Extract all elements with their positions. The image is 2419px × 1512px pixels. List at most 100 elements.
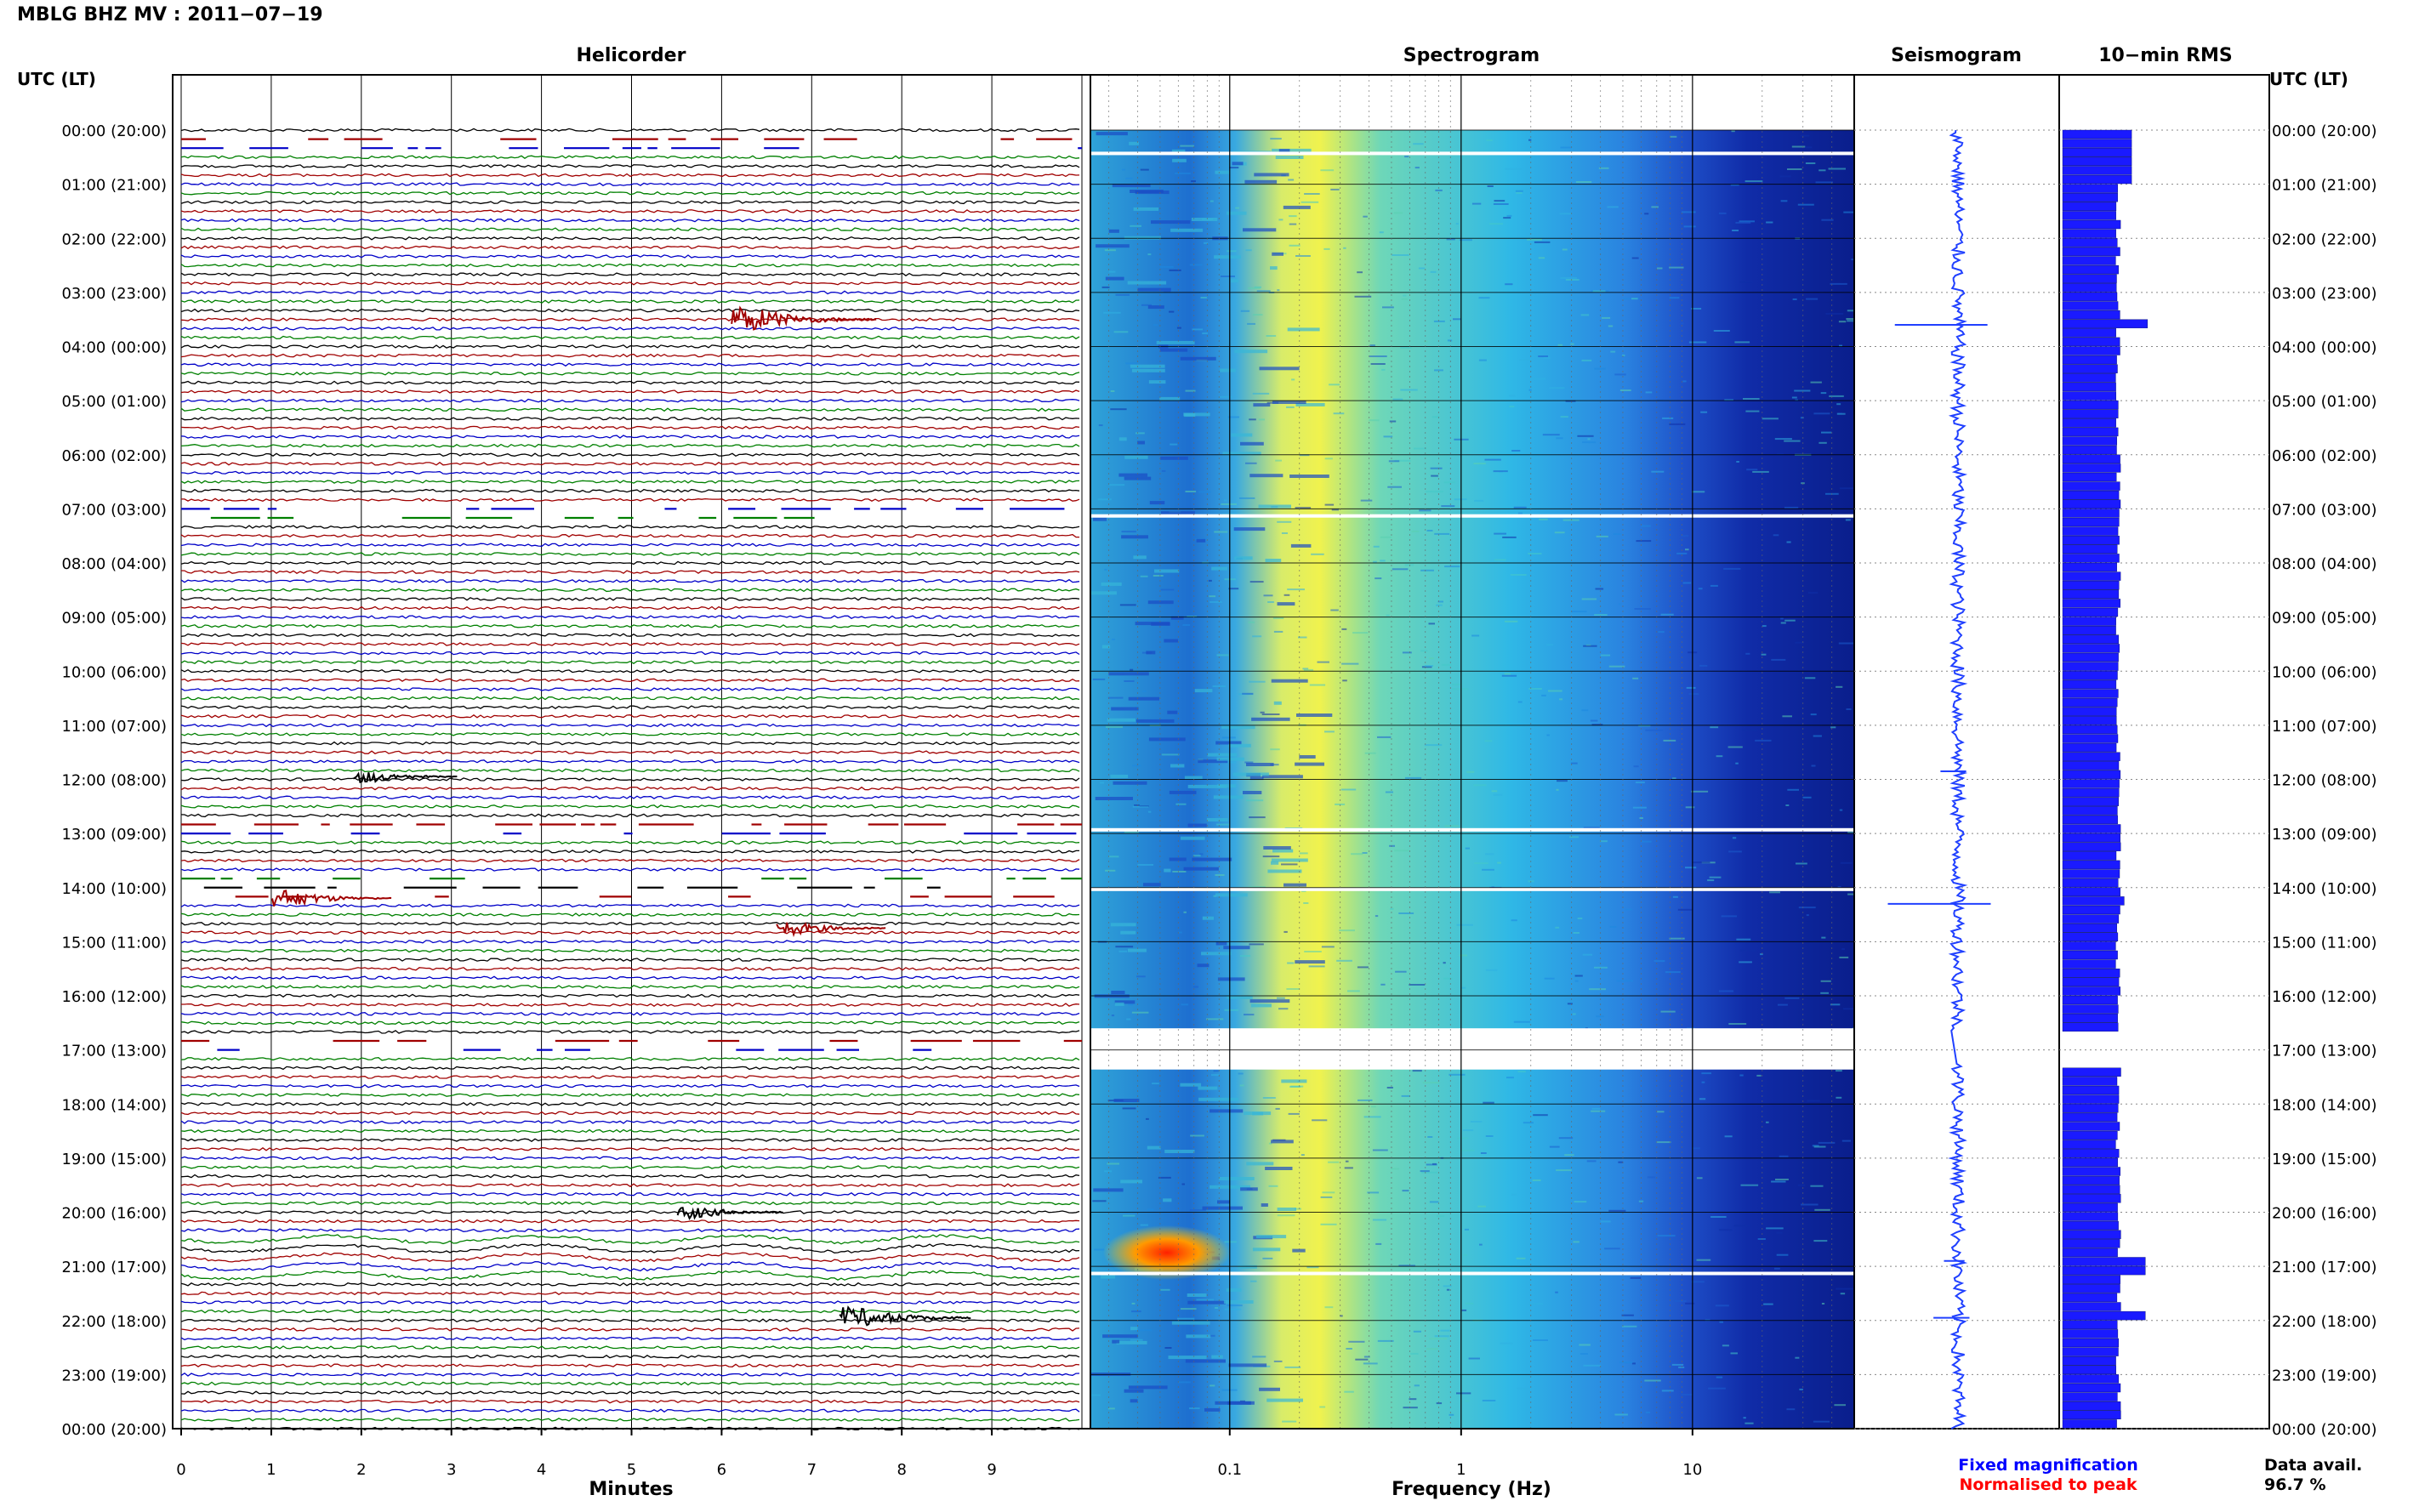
- spectrogram-noise-cell: [1570, 343, 1574, 345]
- helicorder-trace: [180, 155, 1080, 160]
- helicorder-trace: [180, 623, 1080, 628]
- spectrogram-noise-cell: [1743, 398, 1760, 400]
- spectrogram-noise-cell: [1273, 630, 1283, 633]
- spectrogram-noise-cell: [1508, 395, 1516, 397]
- spectrogram-noise-cell: [1224, 1009, 1238, 1011]
- helicorder-trace: [180, 858, 1080, 863]
- spectrogram-noise-cell: [1135, 1329, 1153, 1332]
- rms-bar: [2062, 1230, 2121, 1239]
- spectrogram-noise-cell: [1340, 1315, 1343, 1317]
- spectrogram-noise-cell: [1319, 1406, 1326, 1408]
- spectrogram-noise-cell: [1304, 193, 1320, 195]
- spectrogram-noise-cell: [1389, 420, 1397, 423]
- helicorder-trace: [180, 425, 1080, 430]
- spectrogram-noise-cell: [1839, 344, 1842, 347]
- helicorder-trace: [180, 642, 1080, 646]
- spectrogram-lowfreq-band: [1207, 753, 1238, 757]
- rms-bar: [2062, 995, 2118, 1005]
- spectrogram-noise-cell: [1799, 1388, 1803, 1390]
- spectrogram-noise-cell: [1506, 1077, 1514, 1079]
- spectrogram-lowfreq-band: [1259, 367, 1300, 371]
- rms-bar: [2062, 1374, 2120, 1384]
- rms-bar: [2062, 1175, 2120, 1185]
- helicorder-trace: [180, 470, 1080, 475]
- spectrogram-noise-cell: [1372, 1219, 1387, 1221]
- spectrogram-noise-cell: [1400, 346, 1412, 349]
- spectrogram-lowfreq-band: [1281, 1079, 1307, 1083]
- rms-bar: [2062, 301, 2119, 310]
- spectrogram-gap: [1090, 1028, 1854, 1067]
- spectrogram-noise-cell: [1708, 1387, 1726, 1390]
- spectrogram-noise-cell: [1715, 1305, 1729, 1307]
- spectrogram-noise-cell: [1387, 486, 1402, 488]
- hour-label: 00:00 (20:00): [61, 122, 167, 140]
- spectrogram-noise-cell: [1245, 462, 1257, 464]
- spectrogram-lowfreq-band: [1180, 1083, 1202, 1087]
- spectrogram-noise-cell: [1373, 560, 1377, 563]
- spectrogram-noise-cell: [1108, 855, 1119, 858]
- spectrogram-noise-cell: [1528, 139, 1532, 141]
- rms-bar: [2062, 472, 2117, 482]
- spectrogram-lowfreq-band: [1111, 991, 1125, 994]
- spectrogram-noise-cell: [1608, 1209, 1626, 1212]
- hour-label-right: 20:00 (16:00): [2272, 1205, 2377, 1223]
- rms-bar: [2062, 1419, 2117, 1429]
- spectrogram-noise-cell: [1739, 961, 1752, 963]
- spectrogram-lowfreq-band: [1187, 1300, 1226, 1305]
- rms-bar: [2062, 571, 2121, 581]
- spectrogram-noise-cell: [1791, 396, 1797, 399]
- helicorder-trace: [180, 398, 1080, 403]
- spectrogram-noise-cell: [1710, 726, 1719, 729]
- spectrogram-noise-cell: [1185, 389, 1196, 392]
- spectrogram-noise-cell: [1742, 729, 1757, 731]
- rms-bar: [2062, 1320, 2118, 1330]
- spectrogram-noise-cell: [1658, 631, 1665, 634]
- spectrogram-noise-cell: [1691, 1281, 1705, 1283]
- spectrogram-noise-cell: [1820, 992, 1829, 994]
- spectrogram-noise-cell: [1239, 1084, 1244, 1087]
- spectrogram-noise-cell: [1404, 776, 1422, 779]
- spectrogram-noise-cell: [1111, 1015, 1115, 1017]
- hour-label-right: 12:00 (08:00): [2272, 772, 2377, 790]
- spectrogram-lowfreq-band: [1129, 141, 1139, 145]
- spectrogram-noise-cell: [1434, 1335, 1449, 1338]
- spectrogram-lowfreq-band: [1194, 689, 1213, 693]
- spectrogram-noise-cell: [1140, 168, 1149, 171]
- spectrogram-noise-cell: [1484, 740, 1493, 742]
- spectrogram-noise-cell: [1700, 411, 1708, 413]
- spectrogram-noise-cell: [1701, 1081, 1705, 1083]
- rms-bar: [2062, 770, 2121, 780]
- spectrogram-noise-cell: [1752, 470, 1769, 473]
- helicorder-trace: [180, 371, 1080, 376]
- helicorder-trace: [180, 651, 1080, 656]
- spectrogram-lowfreq-band: [1206, 818, 1228, 821]
- spectrogram-lowfreq-band: [1108, 672, 1149, 676]
- spectrogram-lowfreq-band: [1217, 784, 1237, 788]
- spectrogram-noise-cell: [1266, 335, 1277, 337]
- helicorder-trace: [180, 299, 1080, 304]
- spectrogram-noise-cell: [1192, 855, 1201, 857]
- spectrogram-noise-cell: [1763, 1303, 1773, 1305]
- spectrogram-noise-cell: [1128, 1003, 1133, 1006]
- spectrogram-lowfreq-band: [1240, 1187, 1258, 1191]
- spectrogram-noise-cell: [1216, 654, 1229, 657]
- spectrogram-noise-cell: [1575, 181, 1592, 183]
- rms-bar: [2062, 264, 2119, 275]
- rms-bar: [2062, 787, 2120, 798]
- spectrogram-noise-cell: [1474, 862, 1488, 865]
- spectrogram-noise-cell: [1511, 1193, 1517, 1196]
- helicorder-trace: [180, 200, 1080, 205]
- spectrogram-noise-cell: [1240, 310, 1250, 312]
- rms-bar: [2062, 968, 2120, 978]
- spectrogram-noise-cell: [1516, 1257, 1526, 1259]
- spectrogram-lowfreq-band: [1186, 1334, 1211, 1339]
- spectrogram-noise-cell: [1681, 535, 1689, 537]
- spectrogram-noise-cell: [1562, 248, 1568, 251]
- rms-bar: [2062, 319, 2149, 328]
- spectrogram-lowfreq-band: [1202, 916, 1214, 920]
- spectrogram-noise-cell: [1746, 469, 1758, 471]
- spectrogram-noise-cell: [1383, 435, 1393, 438]
- spectrogram-noise-cell: [1722, 1344, 1729, 1347]
- spectrogram-noise-cell: [1224, 1308, 1242, 1310]
- spectrogram-noise-cell: [1665, 971, 1681, 974]
